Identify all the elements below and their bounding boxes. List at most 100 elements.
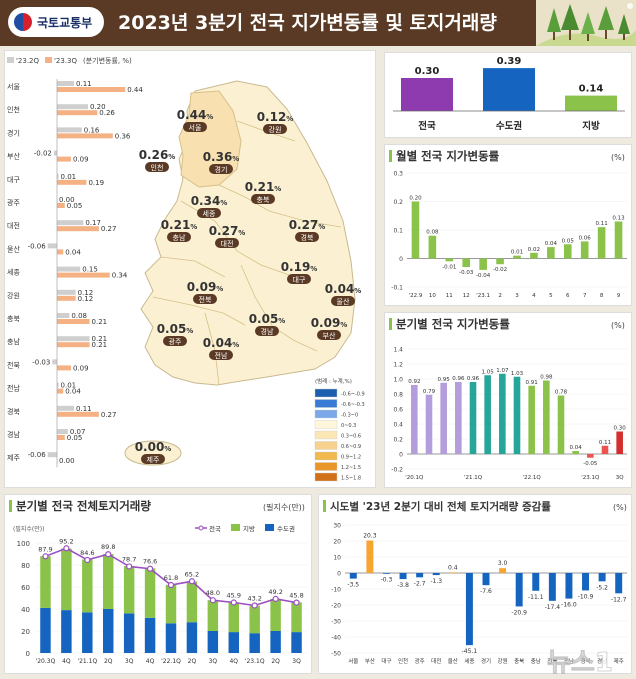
x-tick-label: 5 <box>549 293 553 299</box>
bar-local <box>123 566 135 614</box>
region-label: 경남 <box>7 430 20 439</box>
line-value-label: 78.7 <box>122 555 136 563</box>
bar <box>547 247 555 259</box>
map-value-인천: 0.26% <box>139 148 176 162</box>
bar-경남 <box>598 573 606 582</box>
bar <box>557 395 565 454</box>
y-tick-label: -0.1 <box>391 285 403 292</box>
line-value-label: 95.2 <box>59 537 73 545</box>
bar <box>580 241 589 259</box>
x-tick-label: '22.1Q <box>161 658 181 665</box>
x-tick-label: 울산 <box>448 657 458 665</box>
map-legend-label: -0.3~0 <box>341 413 358 419</box>
bar-q2-울산 <box>47 243 57 249</box>
y-tick-label: 0.1 <box>393 228 403 235</box>
bar-충남 <box>532 573 540 591</box>
bar-q2-제주 <box>47 452 57 458</box>
x-tick-label: 3Q <box>292 658 301 665</box>
bar-local <box>82 559 93 613</box>
bar-value-label: 0.96 <box>452 376 465 382</box>
map-legend: -0.6~-0.9 -0.6~-0.3 -0.3~0 0~0.3 0.3~0.6 0.6~… <box>314 388 365 482</box>
bar-세종 <box>465 573 473 646</box>
map-name-충북: 충북 <box>257 195 270 204</box>
y-tick-label: -40 <box>331 635 341 642</box>
map-name-경남: 경남 <box>261 327 274 336</box>
value-q3-경남: 0.05 <box>67 434 83 442</box>
bar <box>425 394 433 454</box>
change-chart: 시도별 '23년 2분기 대비 전체 토지거래량 증감률 (%) 30 20 10 0… <box>323 500 627 678</box>
map-name-대전: 대전 <box>221 239 234 248</box>
region-label: 인천 <box>7 105 20 114</box>
bar-q3-경북 <box>57 411 99 417</box>
bar-q3-서울 <box>57 87 126 92</box>
y-tick-label: 30 <box>333 523 341 530</box>
y-tick-label: 1.4 <box>393 347 403 354</box>
x-tick-label: 대전 <box>431 657 441 665</box>
value-q3-충남: 0.21 <box>92 341 108 349</box>
bar-q2-충남 <box>57 336 90 342</box>
bar-인천 <box>399 573 407 580</box>
bar-capital <box>82 612 93 653</box>
map-name-강원: 강원 <box>269 125 282 134</box>
map-badge-충북 <box>251 194 275 204</box>
legend-label-지방: 지방 <box>243 524 255 533</box>
region-label: 제주 <box>7 454 20 462</box>
x-tick-label: 경북 <box>580 658 590 665</box>
x-tick-label: 경남 <box>597 657 607 665</box>
bar-local <box>61 548 72 611</box>
map-legend-swatch <box>314 430 338 440</box>
bar-value-label: 1.05 <box>482 369 495 375</box>
x-tick-label: 3 <box>515 293 519 299</box>
line-value-label: 61.8 <box>164 574 178 582</box>
region-map-panel: '23.2Q '23.3Q (분기변동률, %) 서울 0.11 0.44 인천 0.2… <box>4 50 376 488</box>
bar-capital <box>61 610 72 653</box>
bar <box>496 258 504 265</box>
y-tick-label: 60 <box>21 584 30 592</box>
seoul-gyeonggi-region <box>178 90 242 188</box>
x-tick-label: 2Q <box>271 658 280 665</box>
x-tick-label: 3Q <box>616 475 624 481</box>
map-labels: 0.44%서울 0.26%인천 0.36%경기 0.12%강원 0.34%세종 0.21%… <box>135 108 361 464</box>
bar <box>445 258 454 262</box>
line-value-label: 43.2 <box>247 594 261 602</box>
bar <box>479 258 487 270</box>
bar-local <box>40 556 51 608</box>
y-tick-label: -0.2 <box>391 467 403 474</box>
y-tick-label: 1.2 <box>393 362 403 369</box>
bar-capital <box>291 632 302 653</box>
x-tick-label: 8 <box>600 293 604 299</box>
bar-대구 <box>382 573 390 574</box>
overview-bar-수도권 <box>483 68 535 111</box>
monthly-unit: (%) <box>611 153 625 162</box>
bar-q2-인천 <box>57 104 88 110</box>
region-label: 강원 <box>7 291 20 300</box>
bar-경북 <box>582 573 590 591</box>
bar-value-label: 0.78 <box>555 390 568 396</box>
x-tick-label: 9 <box>617 293 621 299</box>
value-q3-충북: 0.21 <box>92 318 108 326</box>
y-tick-label: 100 <box>17 540 30 548</box>
volume-subunit: (필지수(만)) <box>13 525 44 533</box>
map-legend-title: (범례 : 누계,%) <box>315 377 352 385</box>
overview-label: 수도권 <box>496 120 522 132</box>
overview-bar-전국 <box>401 78 453 111</box>
map-value-대구: 0.19% <box>281 260 318 274</box>
map-badge-강원 <box>263 124 287 134</box>
value-q3-경기: 0.36 <box>115 132 131 140</box>
bar-울산 <box>449 572 457 574</box>
line-point <box>42 553 49 560</box>
map-value-서울: 0.44% <box>177 108 214 122</box>
line-point <box>230 599 237 606</box>
map-name-서울: 서울 <box>189 123 202 132</box>
map-name-대구: 대구 <box>293 276 306 284</box>
title-marker <box>389 318 392 330</box>
bar-q3-경남 <box>57 435 65 440</box>
map-value-충북: 0.21% <box>245 180 282 194</box>
y-tick-label: 0.3 <box>393 171 403 178</box>
bar-value-label: -3.8 <box>397 582 409 589</box>
bar-value-label: -0.02 <box>493 267 507 273</box>
bar-local <box>165 584 177 624</box>
bar <box>587 454 594 458</box>
y-tick-label: 10 <box>333 555 341 562</box>
map-value-광주: 0.05% <box>157 322 194 336</box>
